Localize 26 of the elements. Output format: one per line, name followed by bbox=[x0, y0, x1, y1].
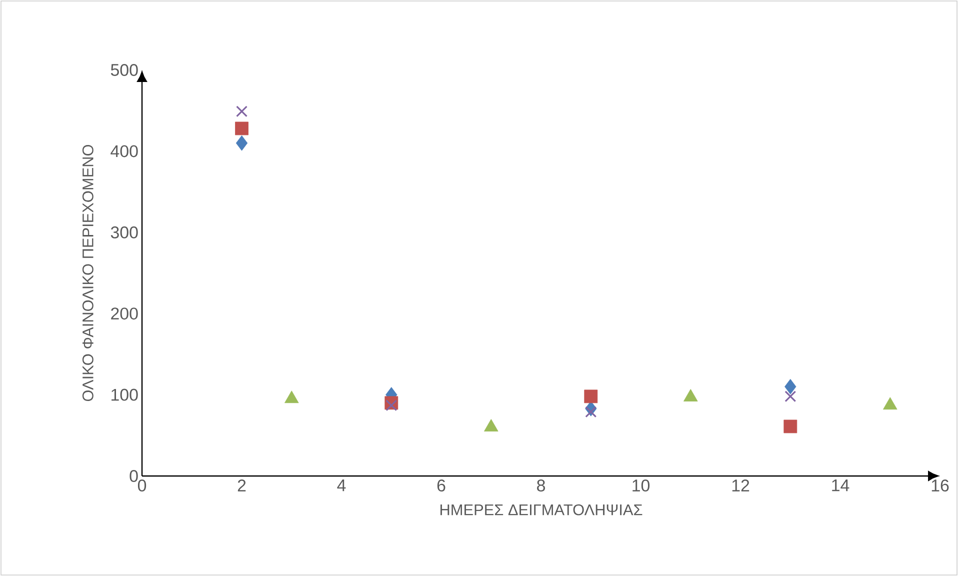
x-tick-label: 10 bbox=[632, 480, 650, 492]
point bbox=[235, 122, 248, 136]
x-tick-label: 0 bbox=[138, 480, 146, 492]
y-tick-label: 300 bbox=[110, 226, 138, 238]
y-tick-label: 100 bbox=[112, 388, 138, 401]
point bbox=[784, 420, 798, 434]
y-tick-label: 200 bbox=[111, 308, 138, 320]
y-tick-label: 500 bbox=[110, 64, 138, 76]
point bbox=[236, 135, 248, 151]
x-tick-label: 14 bbox=[832, 480, 850, 492]
point bbox=[584, 390, 598, 404]
x-axis-title: ΗΜΕΡΕΣ ΔΕΙΓΜΑΤΟΛΗΨΙΑΣ bbox=[440, 504, 642, 516]
y-tick-label: 0 bbox=[130, 470, 138, 482]
y-axis-title: ΟΛΙΚΟ ΦΑΙΝΟΛΙΚΟ ΠΕΡΙΕΧΟΜΕΝΟ bbox=[82, 144, 94, 402]
point bbox=[784, 390, 796, 402]
y-tick-label: 400 bbox=[110, 145, 138, 158]
x-tick-label: 8 bbox=[537, 480, 545, 492]
point bbox=[585, 406, 597, 418]
point bbox=[386, 400, 398, 412]
x-tick-label: 12 bbox=[732, 480, 750, 492]
point bbox=[236, 106, 248, 118]
x-tick-label: 16 bbox=[932, 480, 949, 492]
x-tick-label: 4 bbox=[337, 480, 346, 492]
x-tick-label: 6 bbox=[437, 480, 446, 492]
point bbox=[784, 378, 796, 394]
x-tick-label: 2 bbox=[238, 480, 246, 492]
